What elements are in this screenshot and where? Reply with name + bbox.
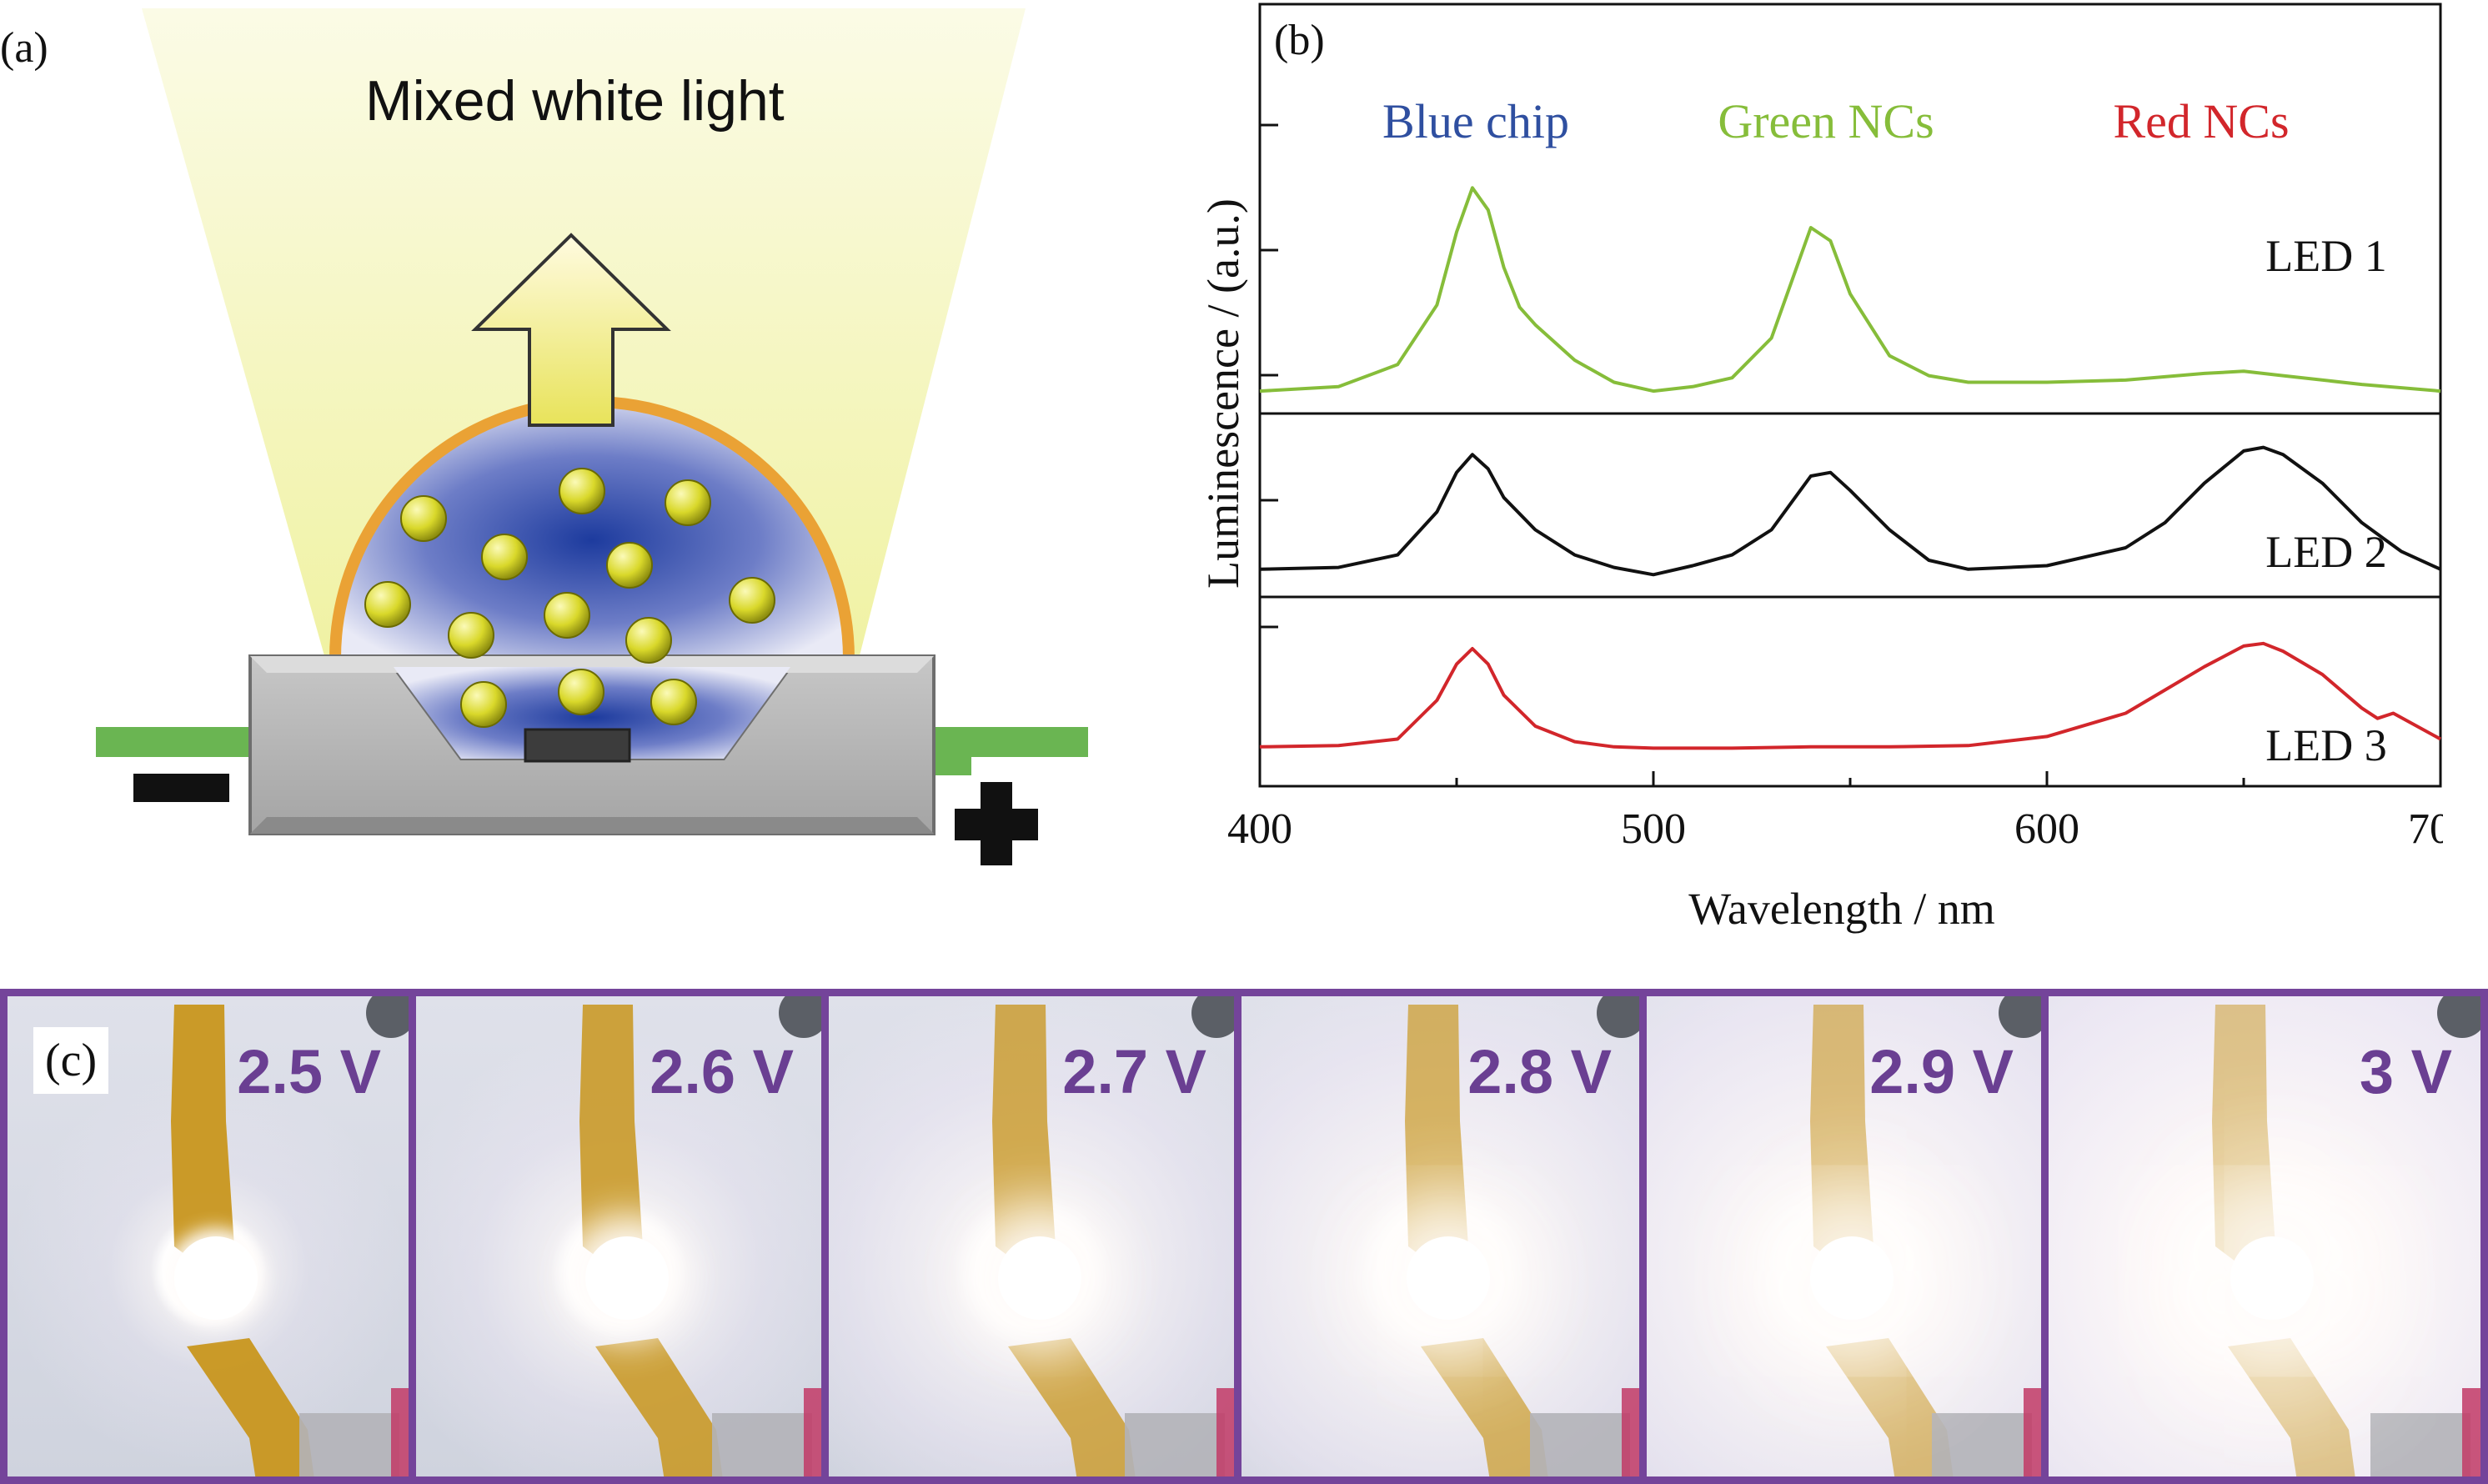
voltage-label: 2.7 V xyxy=(1062,1037,1206,1106)
nanocrystal-dots xyxy=(364,468,775,728)
minus-terminal-icon xyxy=(133,774,229,802)
flex-cable xyxy=(2212,996,2480,1476)
series-line-led-1 xyxy=(1259,186,2441,394)
series-label-led-1: LED 1 xyxy=(2265,231,2386,281)
flex-cable xyxy=(992,996,1235,1476)
flex-cable xyxy=(1810,996,2042,1476)
led-schematic xyxy=(96,8,1088,865)
voltage-label: 2.5 V xyxy=(237,1037,381,1106)
annotation-red-ncs: Red NCs xyxy=(2113,94,2289,148)
electrode-left xyxy=(96,727,263,757)
led-photo-4: 2.8 V xyxy=(1234,989,1648,1484)
panel-label-a: (a) xyxy=(0,24,48,72)
series-line-led-3 xyxy=(1259,641,2441,750)
luminescence-chart: 400 500 600 700 Wavelength / nm Luminescence … xyxy=(1201,3,2443,934)
voltage-label: 2.8 V xyxy=(1467,1037,1612,1106)
x-tick-label-700: 700 xyxy=(2408,805,2443,853)
series-line-led-2 xyxy=(1259,445,2441,577)
voltage-label: 2.9 V xyxy=(1869,1037,2014,1106)
led-glow xyxy=(1810,1236,1894,1320)
led-glow xyxy=(174,1236,258,1320)
annotation-green-ncs: Green NCs xyxy=(1718,94,1934,148)
led-photo-6: 3 V xyxy=(2041,989,2488,1484)
x-tick-label-400: 400 xyxy=(1227,805,1292,853)
series-label-led-2: LED 2 xyxy=(2265,527,2386,577)
annotation-blue-chip: Blue chip xyxy=(1382,94,1569,148)
flex-cable xyxy=(171,996,409,1476)
schematic-title: Mixed white light xyxy=(365,69,785,133)
led-glow xyxy=(584,1236,669,1320)
voltage-label: 3 V xyxy=(2359,1037,2452,1106)
led-glow xyxy=(1407,1236,1490,1320)
output-arrow-icon xyxy=(471,233,671,427)
led-glow xyxy=(2230,1236,2314,1320)
led-photo-2: 2.6 V xyxy=(409,989,830,1484)
flex-cable xyxy=(579,996,822,1476)
led-photo-5: 2.9 V xyxy=(1639,989,2049,1484)
led-glow xyxy=(997,1236,1081,1320)
blue-chip xyxy=(524,728,631,763)
x-axis-label: Wavelength / nm xyxy=(1688,884,1995,934)
panel-label-c: (c) xyxy=(33,1027,109,1094)
phosphor-dome xyxy=(338,400,846,654)
series-label-led-3: LED 3 xyxy=(2265,720,2386,770)
led-photo-3: 2.7 V xyxy=(821,989,1242,1484)
y-axis-label: Luminescence / (a.u.) xyxy=(1201,198,1248,589)
x-tick-label-500: 500 xyxy=(1621,805,1686,853)
x-tick-label-600: 600 xyxy=(2014,805,2079,853)
voltage-label: 2.6 V xyxy=(650,1037,794,1106)
plus-terminal-icon xyxy=(955,782,1038,865)
panel-label-b: (b) xyxy=(1274,17,1325,64)
flex-cable xyxy=(1405,996,1640,1476)
led-photo-row: 2.5 V 2.6 V 2.7 V 2.8 V 2.9 V 3 V xyxy=(0,989,2488,1484)
